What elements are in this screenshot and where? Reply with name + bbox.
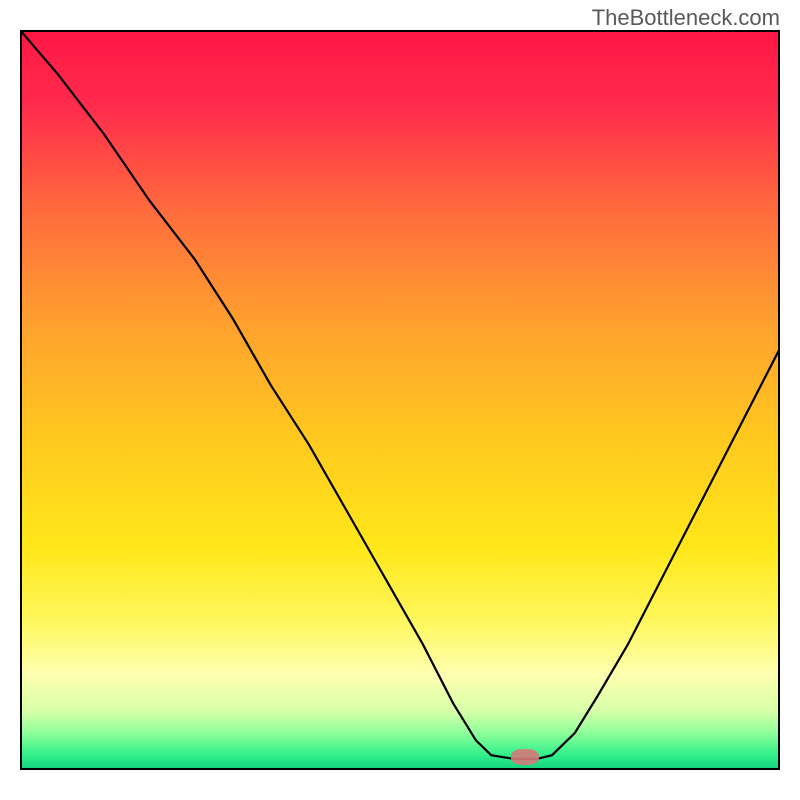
watermark-text: TheBottleneck.com — [592, 5, 780, 31]
chart-marker — [511, 749, 539, 765]
chart-container — [20, 30, 780, 770]
chart-curve — [20, 30, 780, 770]
